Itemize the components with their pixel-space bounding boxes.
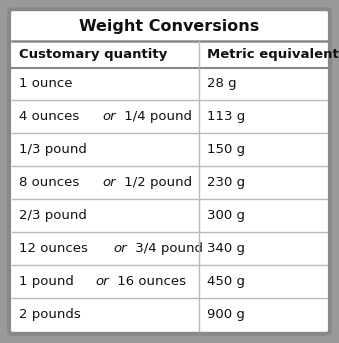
Text: 1/3 pound: 1/3 pound [19,143,87,156]
Text: or: or [96,275,109,288]
Text: Metric equivalent: Metric equivalent [207,48,339,61]
Text: 113 g: 113 g [207,110,245,123]
Text: 16 ounces: 16 ounces [113,275,186,288]
Text: 340 g: 340 g [207,242,245,255]
Text: 2/3 pound: 2/3 pound [19,209,87,222]
Text: 900 g: 900 g [207,308,245,321]
Text: 1/4 pound: 1/4 pound [120,110,192,123]
Text: Customary quantity: Customary quantity [19,48,167,61]
FancyBboxPatch shape [9,9,330,334]
Text: 1/2 pound: 1/2 pound [120,176,192,189]
Text: 28 g: 28 g [207,78,237,91]
Text: or: or [114,242,127,255]
Text: 150 g: 150 g [207,143,245,156]
Text: or: or [103,176,116,189]
Text: 4 ounces: 4 ounces [19,110,84,123]
Text: 12 ounces: 12 ounces [19,242,93,255]
Text: 1 ounce: 1 ounce [19,78,73,91]
Text: 2 pounds: 2 pounds [19,308,81,321]
Text: 1 pound: 1 pound [19,275,78,288]
Text: 8 ounces: 8 ounces [19,176,84,189]
Text: 300 g: 300 g [207,209,245,222]
Text: 230 g: 230 g [207,176,245,189]
Text: 3/4 pound: 3/4 pound [131,242,203,255]
Text: Weight Conversions: Weight Conversions [79,19,260,34]
Text: or: or [103,110,116,123]
Text: 450 g: 450 g [207,275,245,288]
